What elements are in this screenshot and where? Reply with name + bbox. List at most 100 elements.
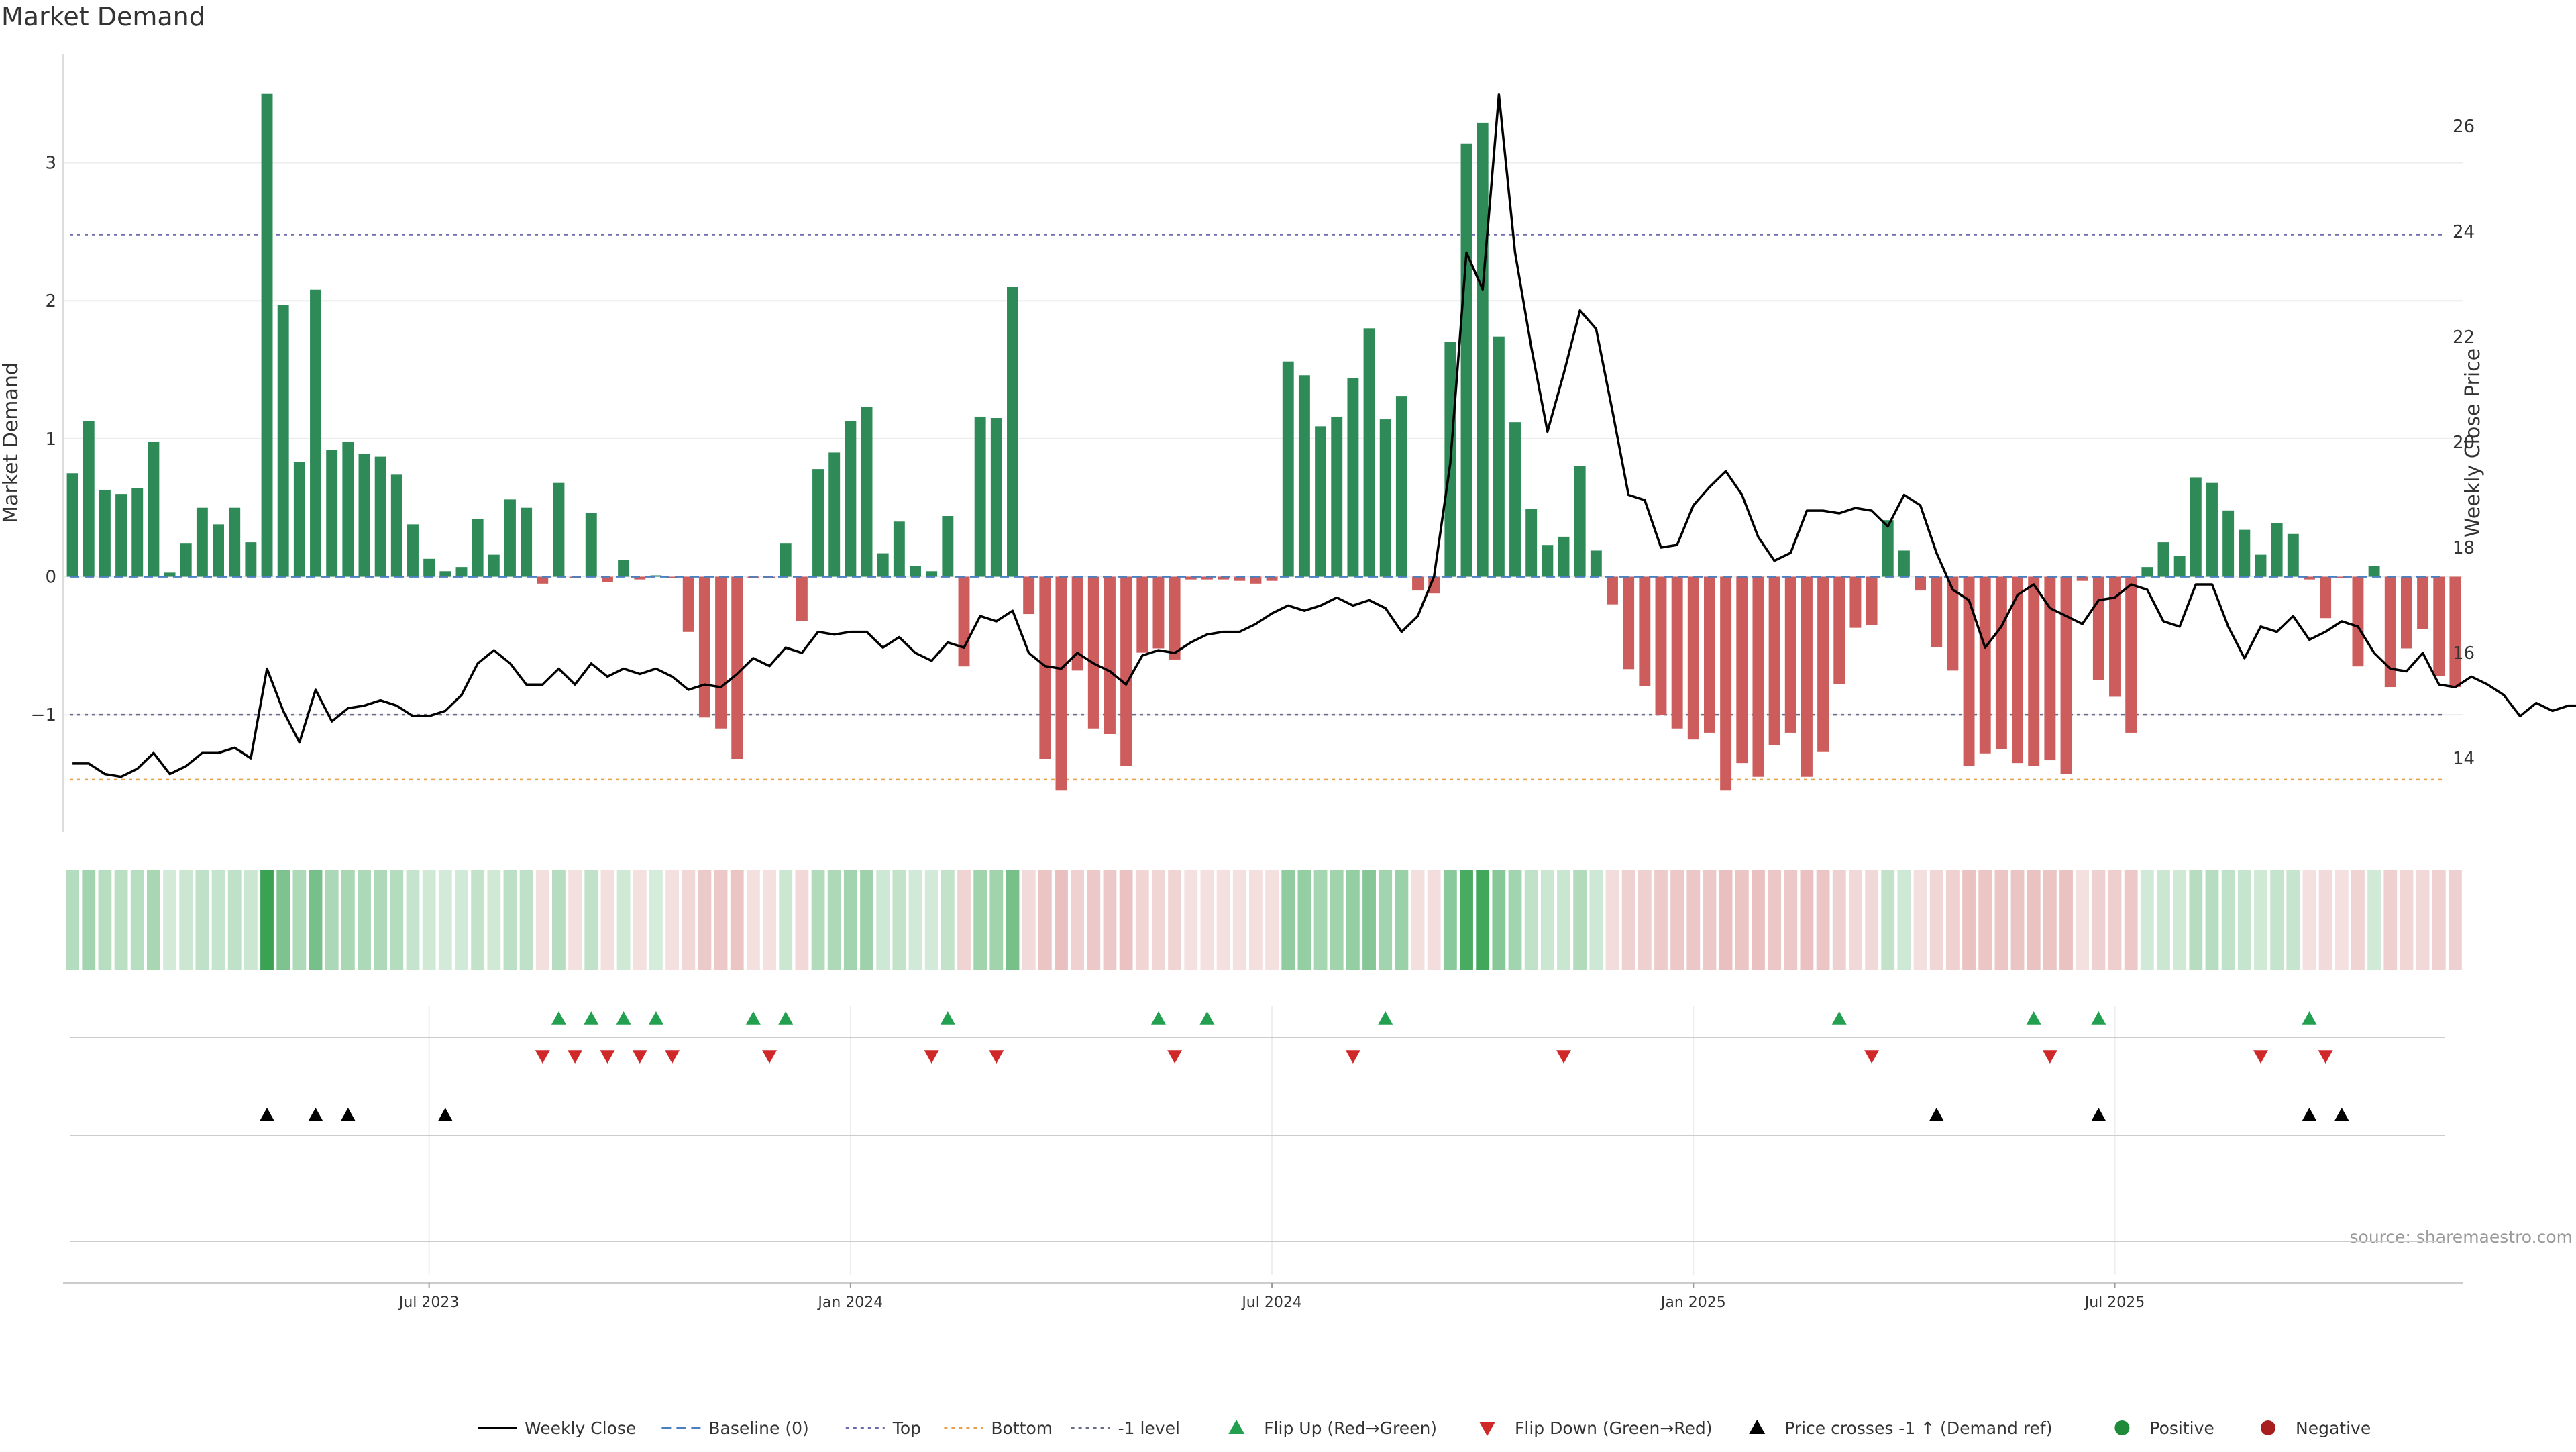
demand-bar xyxy=(1963,576,1975,766)
heat-cell xyxy=(2076,870,2090,970)
heat-cell xyxy=(698,870,712,970)
heat-cell xyxy=(2237,870,2251,970)
demand-bar xyxy=(974,416,986,577)
demand-bars xyxy=(66,93,2461,791)
heat-cell xyxy=(1573,870,1587,970)
heat-cell xyxy=(876,870,890,970)
demand-bar xyxy=(2044,576,2056,761)
heat-cell xyxy=(309,870,323,970)
legend-label: Weekly Close xyxy=(525,1418,636,1438)
heat-cell xyxy=(455,870,468,970)
signal-markers xyxy=(260,1011,2349,1121)
legend-symbol xyxy=(1228,1420,1245,1434)
demand-bar xyxy=(1039,576,1051,759)
flip-down-marker xyxy=(1167,1050,1183,1064)
heat-cell xyxy=(1232,870,1246,970)
demand-bar xyxy=(2368,566,2380,577)
heat-cell xyxy=(66,870,79,970)
legend-symbol xyxy=(2261,1420,2275,1435)
heat-cell xyxy=(1395,870,1409,970)
heat-cell xyxy=(2124,870,2138,970)
heat-cell xyxy=(1152,870,1165,970)
demand-bar xyxy=(1525,509,1538,577)
legend-label: Top xyxy=(892,1418,921,1438)
heat-cell xyxy=(1719,870,1733,970)
heat-cell xyxy=(908,870,922,970)
flip-down-marker xyxy=(762,1050,777,1064)
heat-cell xyxy=(616,870,631,970)
demand-bar xyxy=(1704,576,1715,733)
heat-cell xyxy=(146,870,160,970)
source-label: source: sharemaestro.com xyxy=(2350,1227,2573,1247)
heat-cell xyxy=(1281,870,1295,970)
flip-up-marker xyxy=(2026,1011,2041,1025)
heat-cell xyxy=(2173,870,2187,970)
heat-cell xyxy=(1703,870,1717,970)
demand-bar xyxy=(1849,576,1862,628)
demand-bar xyxy=(1607,576,1618,605)
demand-bar xyxy=(990,418,1002,577)
heat-cell xyxy=(1460,870,1473,970)
heat-cell xyxy=(1752,870,1765,970)
heat-cell xyxy=(2254,870,2267,970)
y-ticks: −1 0 1 2 3 xyxy=(31,154,56,726)
demand-bar xyxy=(310,289,321,577)
demand-bar xyxy=(229,507,241,577)
heat-cell xyxy=(2383,870,2398,970)
demand-bar xyxy=(2157,542,2169,577)
y-tick-label: −1 xyxy=(31,705,56,725)
demand-bar xyxy=(2449,576,2461,688)
chart-title: Market Demand xyxy=(1,2,205,32)
demand-bar xyxy=(1979,576,1991,754)
demand-bar xyxy=(1023,576,1035,615)
y2-tick-label: 14 xyxy=(2453,749,2475,769)
flip-up-marker xyxy=(648,1011,663,1025)
demand-bar xyxy=(1995,576,2007,749)
heat-cell xyxy=(1962,870,1976,970)
demand-bar xyxy=(2206,482,2218,577)
demand-bar xyxy=(472,519,484,577)
demand-bar xyxy=(1736,576,1748,764)
demand-bar xyxy=(1493,336,1505,577)
demand-bar xyxy=(66,473,78,577)
heat-cell xyxy=(1978,870,1992,970)
flip-down-marker xyxy=(632,1050,647,1064)
heat-cell xyxy=(438,870,452,970)
heat-cell xyxy=(1038,870,1052,970)
heat-cell xyxy=(1297,870,1311,970)
demand-bar xyxy=(1947,576,1959,671)
flip-down-marker xyxy=(2042,1050,2057,1064)
heat-cell xyxy=(2367,870,2381,970)
demand-bar xyxy=(1460,143,1472,577)
demand-bar xyxy=(148,441,160,577)
y-tick-label: 3 xyxy=(45,154,56,174)
demand-bar xyxy=(1315,426,1327,577)
demand-bar xyxy=(293,462,305,577)
heat-cell xyxy=(1557,870,1570,970)
x-tick-label: Jul 2023 xyxy=(398,1294,460,1311)
demand-bar xyxy=(2287,533,2299,577)
demand-bar xyxy=(1055,576,1067,791)
heat-cell xyxy=(795,870,809,970)
demand-bar xyxy=(1671,576,1683,729)
demand-bar xyxy=(164,572,176,577)
legend: Weekly Close Baseline (0) Top Bottom -1 leve… xyxy=(478,1418,2371,1438)
heat-cell xyxy=(1087,870,1101,970)
demand-bar xyxy=(634,576,646,580)
heat-cell xyxy=(195,870,209,970)
heat-cell xyxy=(2432,870,2446,970)
heat-cell xyxy=(519,870,533,970)
demand-bar xyxy=(2012,576,2023,764)
heat-cell xyxy=(584,870,598,970)
heat-cell xyxy=(973,870,987,970)
legend-label: Flip Down (Green→Red) xyxy=(1515,1418,1713,1438)
y2-tick-label: 22 xyxy=(2453,327,2475,348)
price-cross-marker xyxy=(2302,1108,2317,1121)
heat-cell xyxy=(1784,870,1798,970)
heat-cell xyxy=(358,870,371,970)
heat-cell xyxy=(1865,870,1878,970)
demand-bar xyxy=(828,452,841,577)
legend-label: Price crosses -1 ↑ (Demand ref) xyxy=(1784,1418,2052,1438)
demand-bar xyxy=(1655,576,1667,715)
flip-down-marker xyxy=(568,1050,583,1064)
